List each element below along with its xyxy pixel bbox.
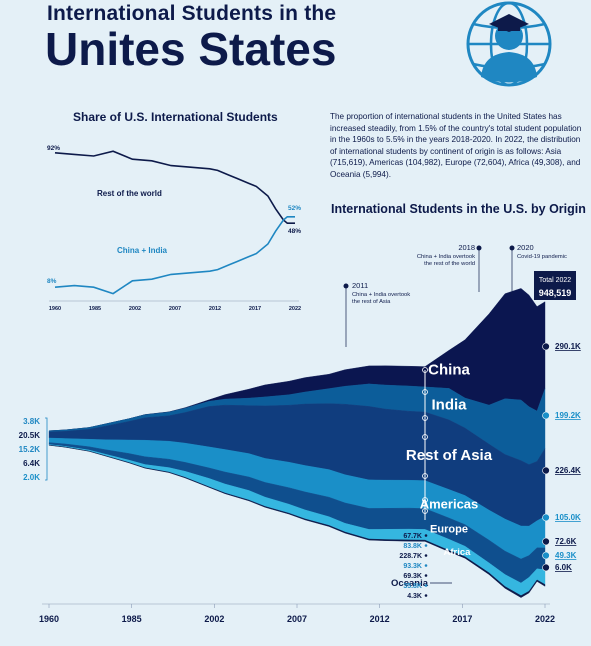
mid-value-dot [424, 584, 428, 587]
right-value-label: 49.3K [555, 551, 577, 560]
right-value-label: 105.0K [555, 513, 581, 522]
total-value: 948,519 [539, 288, 572, 298]
segment-label-india: India [431, 397, 467, 414]
marker-2007-dot [422, 415, 428, 421]
right-value-label: 6.0K [555, 563, 572, 572]
share-series-label: Rest of the world [97, 189, 162, 198]
marker-2007-dot [422, 473, 428, 479]
annotation-year: 2020 [517, 243, 534, 252]
segment-label-africa: Africa [444, 547, 472, 558]
share-x-tick: 2002 [129, 306, 141, 312]
annotation-dot [343, 283, 349, 289]
title-line-1: International Students in the [47, 2, 337, 25]
share-x-tick: 1985 [89, 306, 101, 312]
segment-label-europe: Europe [430, 524, 468, 536]
right-value-label: 290.1K [555, 342, 581, 351]
share-series-label: China + India [117, 246, 168, 255]
x-tick-label: 1985 [122, 614, 142, 624]
right-value-label: 226.4K [555, 466, 581, 475]
right-value-dot [542, 342, 550, 351]
share-line-rest-of-world [54, 150, 295, 224]
annotation-text: China + India overtook [352, 292, 410, 298]
annotation-year: 2011 [352, 281, 368, 290]
x-tick-label: 2012 [370, 614, 390, 624]
share-x-tick: 1960 [49, 306, 61, 312]
total-box [534, 271, 576, 300]
annotation-text: the rest of Asia [352, 299, 391, 305]
left-value-label: 2.0K [23, 473, 40, 482]
left-value-label: 15.2K [19, 445, 41, 454]
marker-2007-dot [422, 389, 428, 395]
right-value-dot [542, 513, 550, 522]
share-start-label: 92% [47, 145, 60, 152]
share-x-tick: 2022 [289, 306, 301, 312]
marker-2007-dot [422, 434, 428, 440]
total-label: Total 2022 [539, 277, 571, 284]
marker-2007-dot [422, 497, 428, 503]
mid-value-label: 4.3K [407, 593, 422, 600]
marker-2007-dot [422, 367, 428, 373]
mid-value-label: 69.3K [403, 573, 422, 580]
x-tick-label: 2022 [535, 614, 555, 624]
share-x-tick: 2017 [249, 306, 261, 312]
left-value-label: 6.4K [23, 459, 40, 468]
marker-2007-dot [422, 508, 428, 514]
annotation-text: China + India overtook [417, 254, 475, 260]
share-x-tick: 2012 [209, 306, 221, 312]
mid-value-label: 93.3K [403, 563, 422, 570]
annotation-dot [476, 245, 482, 251]
area-oceania [48, 444, 546, 598]
left-bracket [45, 417, 48, 481]
mid-value-label: 67.7K [403, 533, 422, 540]
right-value-dot [542, 537, 550, 546]
mid-value-dot [424, 544, 428, 547]
mid-value-dot [424, 564, 428, 567]
x-tick-label: 1960 [39, 614, 59, 624]
share-start-label: 8% [47, 278, 57, 285]
annotation-year: 2018 [458, 243, 475, 252]
mid-value-dot [424, 574, 428, 577]
mid-value-label: 83.8K [403, 543, 422, 550]
right-value-dot [542, 411, 550, 420]
segment-label-rest-of-asia: Rest of Asia [406, 447, 493, 464]
segment-label-americas: Americas [420, 496, 479, 511]
x-tick-label: 2017 [452, 614, 472, 624]
origin-chart-title: International Students in the U.S. by Or… [331, 202, 586, 216]
intro-paragraph: The proportion of international students… [330, 112, 582, 179]
x-tick-label: 2007 [287, 614, 307, 624]
segment-label-oceania: Oceania [391, 578, 429, 589]
left-value-label: 20.5K [19, 431, 41, 440]
mid-value-dot [424, 594, 428, 597]
annotation-dot [509, 245, 515, 251]
mid-value-dot [424, 534, 428, 537]
share-line-china-india [54, 216, 295, 295]
right-value-label: 72.6K [555, 537, 577, 546]
right-value-label: 199.2K [555, 411, 581, 420]
annotation-text: Covid-19 pandemic [517, 254, 567, 260]
title-line-2: Unites States [45, 23, 337, 75]
right-value-dot [542, 466, 550, 475]
mid-value-dot [424, 554, 428, 557]
share-chart-title: Share of U.S. International Students [73, 110, 278, 124]
right-value-dot [542, 551, 550, 560]
right-value-dot [542, 563, 550, 572]
mid-value-label: 228.7K [399, 553, 422, 560]
share-x-tick: 2007 [169, 306, 181, 312]
mid-value-label: 35.8K [403, 583, 422, 590]
x-tick-label: 2002 [204, 614, 224, 624]
share-end-label: 52% [288, 205, 301, 212]
annotation-text: the rest of the world [424, 261, 475, 267]
segment-label-china: China [428, 362, 470, 379]
left-value-label: 3.8K [23, 417, 40, 426]
share-end-label: 48% [288, 228, 301, 235]
